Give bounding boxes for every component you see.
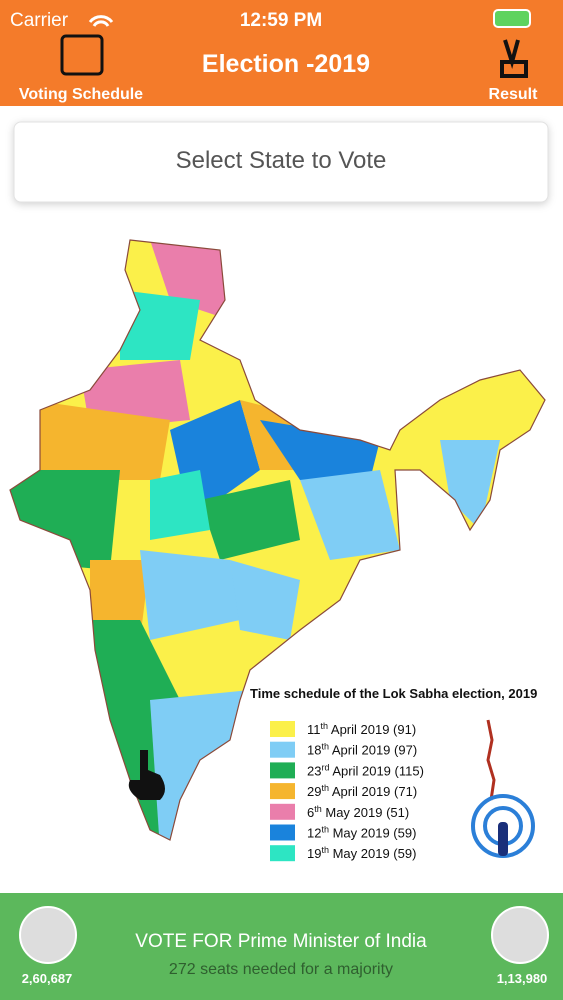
legend-label: 19th May 2019 (59) [307,845,416,861]
legend-swatch [270,845,295,862]
legend-label: 23rd April 2019 (115) [307,762,424,778]
legend-swatch [270,803,295,820]
candidate-left-avatar[interactable] [19,906,77,964]
legend-swatch [270,824,295,841]
legend-day: 29 [307,784,321,799]
legend-swatch [270,721,295,737]
legend-text: May 2019 (59) [329,826,416,841]
islands [486,719,496,801]
legend-text: April 2019 (71) [329,784,417,799]
footer-title: VOTE FOR Prime Minister of India [135,931,427,952]
state-select-placeholder[interactable]: Select State to Vote [176,147,387,174]
carrier: Carrier [10,10,69,31]
legend-swatch [270,783,295,800]
legend-suffix: th [321,825,329,835]
voting-schedule-button[interactable]: Voting Schedule [19,86,143,103]
hand-pointer-icon [128,750,165,800]
legend-label: 12th May 2019 (59) [307,825,416,841]
result-icon[interactable] [500,39,528,78]
legend-suffix: th [321,721,329,731]
clock: 12:59 PM [240,10,322,31]
legend-text: May 2019 (51) [322,805,409,820]
legend-day: 23 [307,763,321,778]
legend-day: 12 [307,826,321,841]
legend-suffix: th [314,804,322,814]
left-vote-count: 2,60,687 [22,971,73,986]
legend-day: 11 [307,722,321,737]
legend-day: 6 [307,805,314,820]
calendar-icon[interactable] [60,34,104,76]
legend-text: April 2019 (91) [328,722,416,737]
map-legend: 11th April 2019 (91)18th April 2019 (97)… [270,721,424,862]
battery-icon [493,9,531,28]
footer-bar [0,893,563,1000]
result-button[interactable]: Result [489,86,539,103]
wifi-icon [88,15,114,27]
legend-label: 11th April 2019 (91) [307,721,416,737]
legend-suffix: th [321,783,329,793]
candidate-right-avatar[interactable] [491,906,549,964]
india-outline [9,239,546,841]
legend-day: 18 [307,743,321,758]
legend-label: 6th May 2019 (51) [307,804,409,820]
legend-text: April 2019 (97) [329,743,417,758]
footer-subtitle: 272 seats needed for a majority [169,961,393,978]
legend-text: May 2019 (59) [329,846,416,861]
header-title: Election -2019 [202,50,370,78]
legend-suffix: th [321,845,329,855]
legend-text: April 2019 (115) [329,763,423,778]
legend-label: 18th April 2019 (97) [307,742,417,758]
radio-icon-mast [498,822,508,856]
legend-day: 19 [307,846,321,861]
map-title: Time schedule of the Lok Sabha election,… [250,686,537,701]
legend-swatch [270,741,295,758]
right-vote-count: 1,13,980 [497,971,548,986]
legend-suffix: rd [321,762,329,772]
legend-swatch [270,762,295,779]
legend-label: 29th April 2019 (71) [307,783,417,799]
legend-suffix: th [321,742,329,752]
state-select[interactable] [13,121,549,203]
